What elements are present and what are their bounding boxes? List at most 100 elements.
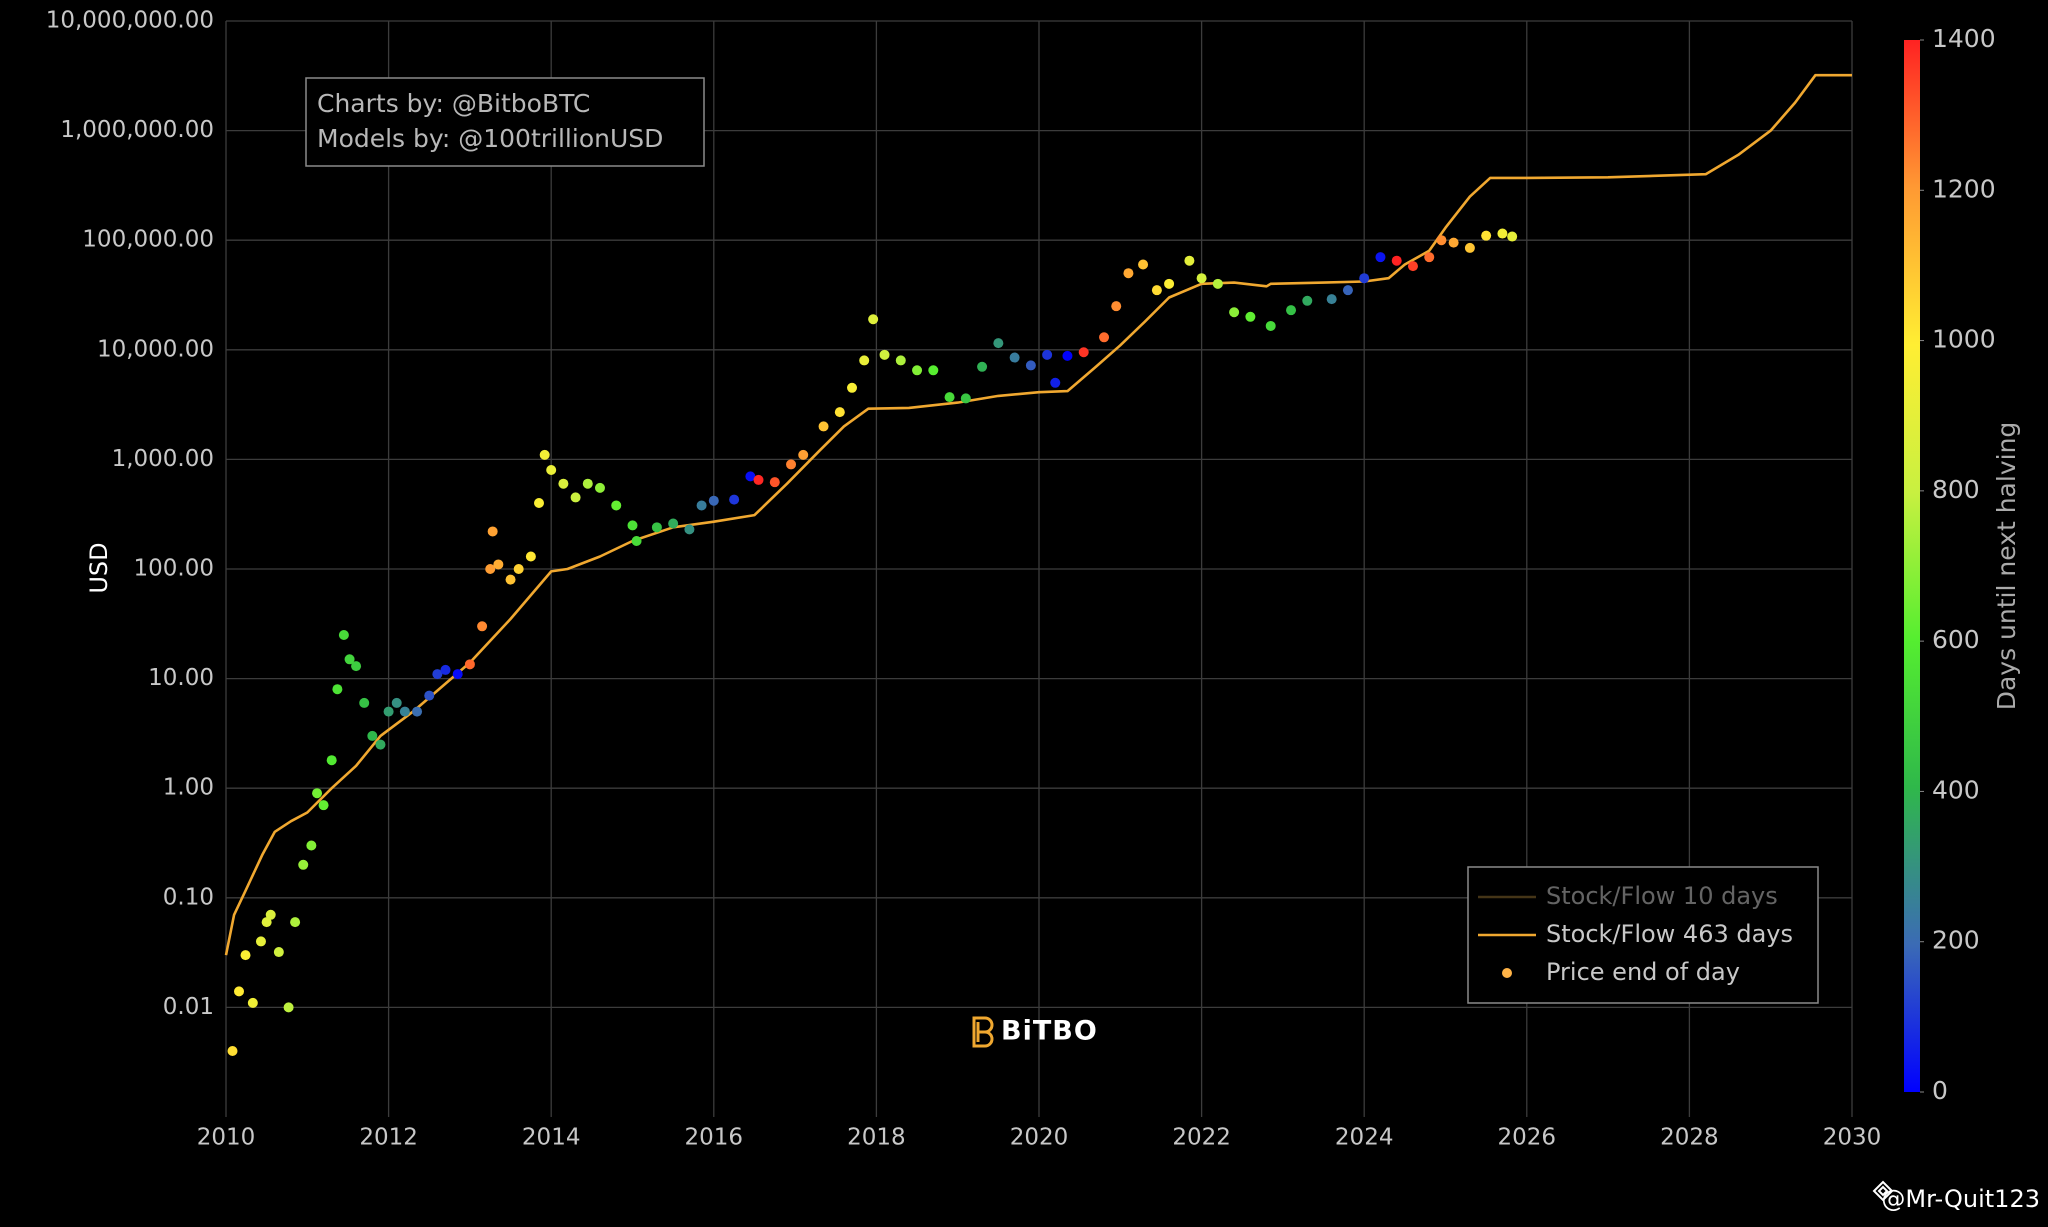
price-point [255,936,266,947]
x-tick-label: 2014 [522,1125,581,1151]
price-point [546,465,557,476]
price-point [1326,294,1337,305]
y-tick-label: 1,000.00 [112,446,214,472]
x-tick-label: 2028 [1660,1125,1719,1151]
price-point [265,909,276,920]
price-point [1123,268,1134,279]
colorbar-tick-label: 600 [1932,625,1980,654]
logo-icon [972,1016,994,1048]
price-point [505,574,516,585]
price-point [1164,278,1175,289]
price-point [391,697,402,708]
price-point [912,365,923,376]
price-point [859,355,870,366]
price-point [1265,320,1276,331]
price-point [1481,230,1492,241]
y-tick-label: 10.00 [148,665,214,691]
x-tick-label: 2024 [1335,1125,1394,1151]
colorbar-tick-label: 1400 [1932,24,1996,53]
price-point [798,449,809,460]
price-point [261,917,272,928]
price-point [412,706,423,717]
price-point [424,690,435,701]
y-tick-label: 1.00 [163,775,214,801]
y-tick-label: 100,000.00 [82,227,214,253]
price-point [879,349,890,360]
colorbar-tick-label: 1200 [1932,174,1996,203]
price-point [1245,311,1256,322]
price-point [273,947,284,958]
price-point [318,800,329,811]
colorbar-tick-label: 1000 [1932,325,1996,354]
price-point [1342,285,1353,296]
price-point [944,392,955,403]
price-point [440,664,451,675]
price-point [1062,350,1073,361]
price-point [1151,285,1162,296]
price-point [513,564,524,574]
price-point [1359,273,1370,284]
y-tick-label: 0.10 [163,884,214,910]
price-point [847,382,858,393]
price-point [464,659,475,670]
watermark: @Mr-Quit123 [1872,1180,2040,1213]
legend-label: Price end of day [1546,958,1740,986]
price-point [895,355,906,366]
colorbar-tick-label: 400 [1932,775,1980,804]
colorbar: 0 200 400 600 800 1000 1200 1400 Days until next… [1904,24,2021,1105]
price-point [227,1046,238,1057]
price-point [753,474,764,485]
price-point [298,859,309,870]
y-tick-label: 10,000.00 [97,336,214,362]
y-axis-label: USD [85,542,113,593]
price-point [338,629,349,640]
price-point [1111,301,1122,312]
price-point [651,522,662,533]
x-tick-label: 2016 [685,1125,744,1151]
price-point [1302,295,1313,306]
price-point [1375,252,1386,263]
x-tick-label: 2022 [1172,1125,1231,1151]
price-point [868,314,879,325]
price-point [818,421,829,432]
price-point [1099,332,1110,343]
price-point [283,1002,294,1013]
price-point [326,755,337,766]
annotation-line: Charts by: @BitboBTC [317,89,590,118]
price-point [928,365,939,376]
annotation-box [305,77,705,167]
price-point [477,621,488,632]
price-point [960,393,971,404]
colorbar-bar [1904,40,1920,1092]
price-point [1050,377,1061,388]
price-point [684,524,695,535]
price-point [234,986,245,997]
price-point [786,459,797,470]
colorbar-title: Days until next halving [1992,422,2021,711]
price-point [594,482,605,493]
price-point [452,669,463,680]
price-point [247,997,258,1008]
y-tick-label: 1,000,000.00 [60,117,214,143]
price-point [745,471,756,482]
legend: Stock/Flow 10 days Stock/Flow 463 days Pri… [1467,866,1819,1004]
price-point [493,559,504,570]
colorbar-tick-label: 0 [1932,1076,1948,1105]
price-point [708,495,719,506]
price-point [432,669,443,680]
price-point [769,477,780,488]
price-point [1042,349,1053,360]
price-point [525,551,536,562]
price-point [344,654,355,665]
price-point [993,338,1004,349]
price-point [977,361,988,372]
price-point [487,526,498,537]
price-point [1407,261,1418,272]
price-point [729,494,740,505]
price-point [240,950,251,961]
price-point [1436,235,1447,246]
price-point [1009,352,1020,363]
price-point [1184,255,1195,266]
